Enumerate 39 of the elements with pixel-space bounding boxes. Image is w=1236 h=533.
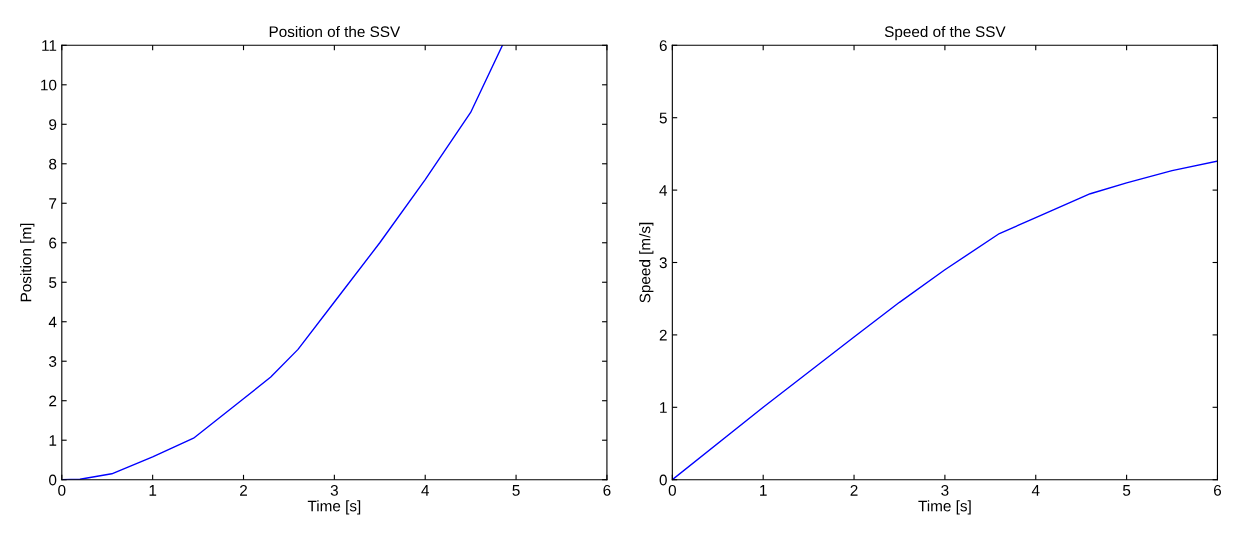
x-tick-label: 6 <box>603 484 611 496</box>
y-tick-label: 1 <box>660 402 667 413</box>
y-tick-label: 0 <box>659 474 667 486</box>
y-axis-title: Speed [m/s] <box>639 222 654 303</box>
y-tick-label: 4 <box>48 316 57 328</box>
x-tick-label: 2 <box>240 484 247 496</box>
y-axis-title: Position [m] <box>20 223 35 302</box>
x-tick-label: 0 <box>58 484 66 496</box>
chart-title: Position of the SSV <box>269 25 401 38</box>
y-tick-label: 9 <box>49 119 57 130</box>
y-tick-label: 10 <box>41 79 57 91</box>
y-tick-label: 0 <box>49 474 57 486</box>
y-tick-label: 7 <box>49 198 57 209</box>
y-tick-label: 4 <box>659 185 668 196</box>
y-tick-label: 5 <box>659 112 667 124</box>
x-tick-label: 1 <box>760 485 767 496</box>
x-tick-label: 3 <box>330 484 338 496</box>
x-axis-title: Time [s] <box>307 500 361 515</box>
x-tick-label: 5 <box>1122 485 1131 496</box>
x-tick-label: 4 <box>1031 485 1040 496</box>
x-tick-label: 4 <box>421 485 430 496</box>
x-tick-label: 3 <box>941 484 949 496</box>
y-tick-label: 6 <box>49 237 57 249</box>
y-tick-label: 11 <box>42 40 57 51</box>
x-tick-label: 6 <box>1213 484 1222 496</box>
y-tick-label: 2 <box>659 329 667 341</box>
y-tick-label: 3 <box>659 257 667 269</box>
x-tick-label: 2 <box>850 484 858 496</box>
y-tick-label: 2 <box>49 395 57 407</box>
y-tick-label: 6 <box>659 40 667 51</box>
chart-title: Speed of the SSV <box>884 25 1006 41</box>
y-tick-label: 5 <box>49 277 57 288</box>
x-tick-label: 0 <box>668 484 676 496</box>
x-axis-title: Time [s] <box>918 500 971 515</box>
y-tick-label: 8 <box>49 158 57 170</box>
y-tick-label: 3 <box>49 356 57 367</box>
x-tick-label: 5 <box>512 485 520 496</box>
x-tick-label: 1 <box>149 485 157 496</box>
y-tick-label: 1 <box>49 435 57 446</box>
